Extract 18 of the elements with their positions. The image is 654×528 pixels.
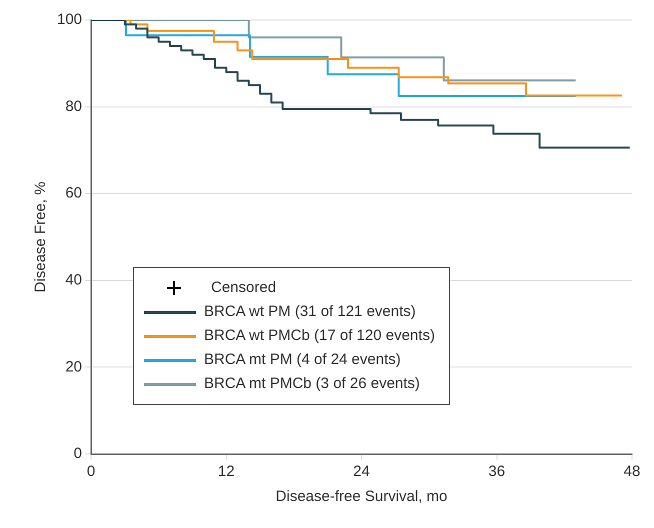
legend-label: BRCA mt PM (4 of 24 events) [204,350,401,370]
x-tick-label: 0 [86,463,96,480]
y-axis-title: Disease Free, % [32,182,50,292]
x-tick-label: 12 [218,463,235,480]
y-tick-label: 100 [56,11,82,28]
legend-label: BRCA mt PMCb (3 of 26 events) [204,374,420,394]
x-tick-label: 36 [488,463,506,480]
x-axis-title: Disease-free Survival, mo [276,488,448,506]
y-tick-label: 20 [65,358,82,376]
y-tick-label: 40 [65,272,82,289]
y-tick-label: 60 [65,184,82,202]
y-tick-label: 0 [74,445,82,462]
legend-label: BRCA wt PMCb (17 of 120 events) [204,326,435,346]
x-tick-label: 24 [353,463,370,480]
x-tick-label: 48 [624,463,640,480]
y-tick-label: 80 [65,98,82,115]
legend-title: Censored [211,278,276,298]
legend-label: BRCA wt PM (31 of 121 events) [204,302,416,322]
